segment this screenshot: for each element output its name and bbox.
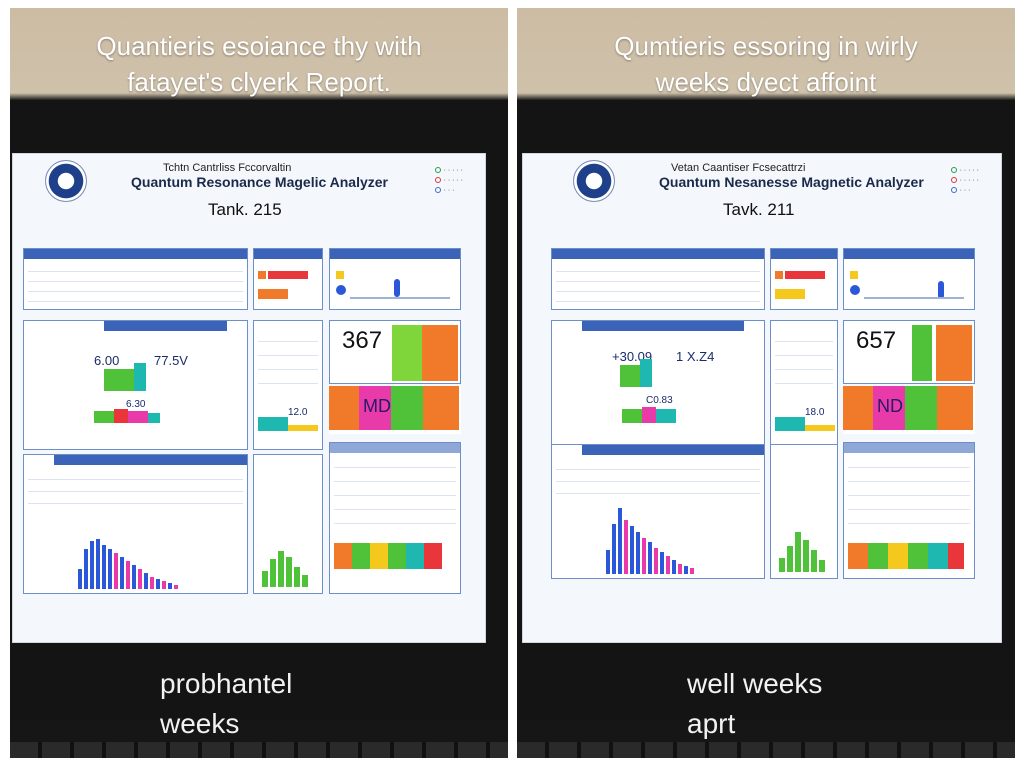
legend: · · · · · · · · · · · · ·: [434, 166, 463, 196]
panel-header-bar: [582, 445, 764, 455]
right-report-screen: Vetan Caantiser Fcsecattrzi Quantum Nesa…: [522, 153, 1002, 643]
bar-panel: [770, 248, 838, 310]
color-blocks: ND: [843, 386, 975, 434]
right-top-caption-line-2: weeks dyect affoint: [655, 67, 877, 97]
task-label: Tavk. 211: [723, 200, 795, 219]
table-panel-2: [329, 442, 461, 594]
keyboard-edge: [10, 742, 508, 758]
left-report-screen: Tchtn Cantrliss Fccorvaltin Quantum Reso…: [12, 153, 486, 643]
panel-header-bar: [330, 249, 460, 259]
report-subtitle: Vetan Caantiser Fcsecattrzi: [671, 162, 806, 174]
legend-dot-icon: [434, 177, 441, 184]
keyboard-edge: [517, 742, 1015, 758]
histogram-panel: [551, 444, 765, 579]
block-text: MD: [363, 396, 391, 416]
value-c: 18.0: [805, 407, 825, 418]
mid-label: C0.83: [646, 395, 673, 406]
legend-dot-icon: [434, 187, 441, 194]
bar-panel: [253, 248, 323, 310]
table-panel: [551, 248, 765, 310]
value-b: 1 X.Z4: [676, 349, 715, 364]
color-blocks: MD: [329, 386, 461, 434]
green-chart-panel: [253, 454, 323, 594]
legend-dot-icon: [434, 167, 441, 174]
chart-panel: +30.09 1 X.Z4 C0.83: [551, 320, 765, 450]
left-bottom-caption-line-2: weeks: [160, 708, 240, 739]
legend-dot-icon: [950, 167, 957, 174]
right-top-caption-line-1: Qumtieris essoring in wirly: [614, 31, 918, 61]
panel-header-bar: [54, 455, 247, 465]
right-bottom-caption-line-1: well weeks: [687, 668, 823, 699]
table-panel-2: [843, 442, 975, 579]
metric-panel: 657: [843, 320, 975, 384]
report-header: Tchtn Cantrliss Fccorvaltin Quantum Reso…: [13, 154, 485, 244]
panel-header-bar: [104, 321, 227, 331]
panel-header-bar: [582, 321, 744, 331]
big-number: 367: [342, 327, 383, 354]
left-bottom-caption-line-1: probhantel: [160, 668, 293, 699]
right-bottom-caption: well weeks aprt: [687, 664, 995, 744]
panel-header-bar: [844, 443, 974, 453]
report-title: Quantum Nesanesse Magnetic Analyzer: [659, 174, 924, 190]
slider-panel: [329, 248, 461, 310]
report-header: Vetan Caantiser Fcsecattrzi Quantum Nesa…: [523, 154, 1001, 244]
block-text: ND: [877, 396, 903, 416]
panel-header-bar: [254, 249, 322, 259]
metric-panel: 367: [329, 320, 461, 384]
histogram: [74, 539, 234, 589]
right-top-caption: Qumtieris essoring in wirly weeks dyect …: [517, 28, 1015, 100]
chart-panel: 6.00 77.5V 6.30: [23, 320, 248, 450]
mid-label: 6.30: [126, 399, 146, 410]
report-title: Quantum Resonance Magelic Analyzer: [131, 174, 388, 190]
list-panel: 18.0: [770, 320, 838, 450]
list-panel: 12.0: [253, 320, 323, 450]
right-bottom-caption-line-2: aprt: [687, 708, 736, 739]
histogram: [602, 504, 752, 574]
left-photo-panel: Quantieris esoiance thy with fatayet's c…: [10, 8, 508, 758]
task-label: Tank. 215: [208, 200, 282, 219]
legend-dot-icon: [950, 177, 957, 184]
green-chart-panel: [770, 444, 838, 579]
value-b: 77.5V: [154, 353, 188, 368]
seal-logo-icon: [573, 160, 615, 202]
left-top-caption: Quantieris esoiance thy with fatayet's c…: [10, 28, 508, 100]
table-panel: [23, 248, 248, 310]
panel-header-bar: [844, 249, 974, 259]
left-bottom-caption: probhantel weeks: [160, 664, 488, 744]
value-a: 6.00: [94, 353, 120, 368]
report-subtitle: Tchtn Cantrliss Fccorvaltin: [163, 162, 292, 174]
panel-header-bar: [552, 249, 764, 259]
left-top-caption-line-2: fatayet's clyerk Report.: [127, 67, 391, 97]
left-top-caption-line-1: Quantieris esoiance thy with: [96, 31, 422, 61]
value-c: 12.0: [288, 407, 308, 418]
legend-dot-icon: [950, 187, 957, 194]
slider-panel: [843, 248, 975, 310]
panel-header-bar: [24, 249, 247, 259]
panel-header-bar: [330, 443, 460, 453]
seal-logo-icon: [45, 160, 87, 202]
histogram-panel: [23, 454, 248, 594]
legend: · · · · · · · · · · · · ·: [950, 166, 979, 196]
panel-header-bar: [771, 249, 837, 259]
big-number: 657: [856, 327, 897, 354]
right-photo-panel: Qumtieris essoring in wirly weeks dyect …: [517, 8, 1015, 758]
